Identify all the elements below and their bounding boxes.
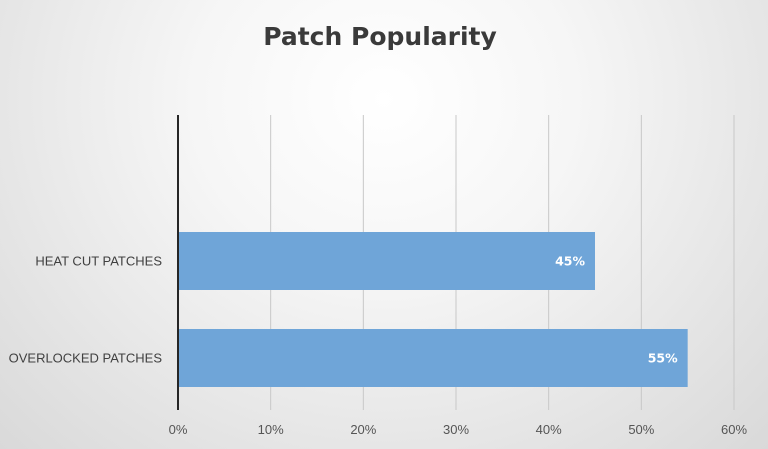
x-tick-label: 60% xyxy=(721,422,747,437)
category-label: OVERLOCKED PATCHES xyxy=(9,351,163,366)
bars xyxy=(178,232,688,387)
category-label: HEAT CUT PATCHES xyxy=(35,254,162,269)
chart-title: Patch Popularity xyxy=(263,22,497,51)
data-labels: 45% 55% xyxy=(555,254,678,366)
x-tick-labels: 0% 10% 20% 30% 40% 50% 60% xyxy=(169,422,748,437)
x-tick-label: 10% xyxy=(258,422,284,437)
x-tick-label: 20% xyxy=(350,422,376,437)
data-label: 45% xyxy=(555,254,585,269)
category-labels: HEAT CUT PATCHES OVERLOCKED PATCHES xyxy=(9,254,163,366)
bar-heat-cut-patches xyxy=(178,232,595,290)
bar-overlocked-patches xyxy=(178,329,688,387)
x-tick-label: 30% xyxy=(443,422,469,437)
x-tick-label: 40% xyxy=(536,422,562,437)
data-label: 55% xyxy=(648,351,678,366)
x-tick-label: 0% xyxy=(169,422,188,437)
x-tick-label: 50% xyxy=(628,422,654,437)
